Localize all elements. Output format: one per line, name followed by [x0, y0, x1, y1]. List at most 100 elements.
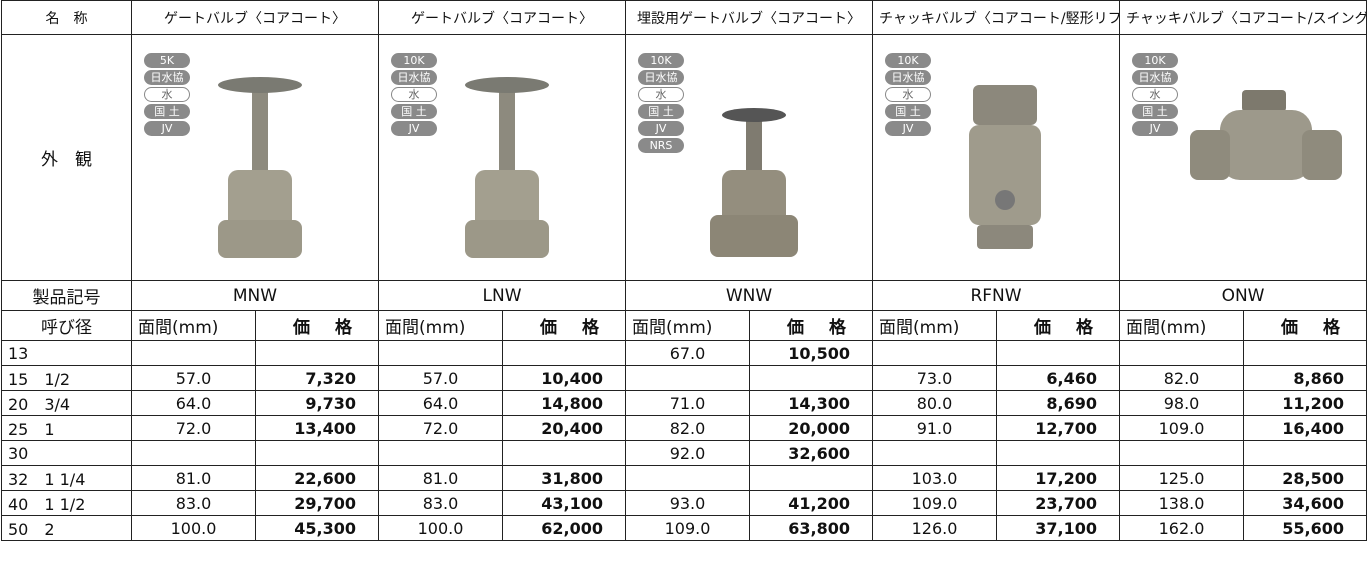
table-body: 名 称ゲートバルブ〈コアコート〉 ゲートバルブ〈コアコート〉 埋設用ゲートバルブ〈コ…: [1, 0, 1368, 541]
face-to-face: 138.0: [1119, 490, 1245, 516]
cert-badge: 日水協: [885, 70, 931, 85]
cert-badge: 水: [391, 87, 437, 102]
product-image-cell: 10K 日水協水国 土 JV: [871, 34, 1121, 281]
face-to-face: 71.0: [625, 390, 750, 416]
face-to-face: 126.0: [872, 515, 997, 541]
price: 9,730: [255, 390, 379, 416]
nominal-size: 40 1 1/2: [1, 490, 132, 516]
price: 13,400: [255, 415, 379, 441]
face-to-face: 91.0: [872, 415, 997, 441]
cert-badge: 水: [885, 87, 931, 102]
price: 28,500: [1243, 465, 1368, 491]
product-code: ONW: [1119, 280, 1368, 311]
face-to-face: 67.0: [625, 340, 750, 366]
cert-badge: 日水協: [638, 70, 684, 85]
price: 7,320: [255, 365, 379, 391]
col-price: 価 格: [255, 310, 379, 341]
row-label: 外 観: [1, 34, 132, 281]
row-label: 呼び径: [1, 310, 132, 341]
face-to-face: 82.0: [625, 415, 750, 441]
empty-cell: [502, 440, 626, 466]
empty-cell: [749, 365, 873, 391]
cert-badge: JV: [144, 121, 190, 136]
row-label: 名 称: [1, 0, 132, 35]
cert-badge: NRS: [638, 138, 684, 153]
col-price: 価 格: [749, 310, 873, 341]
empty-cell: [625, 365, 750, 391]
name-row: 名 称ゲートバルブ〈コアコート〉 ゲートバルブ〈コアコート〉 埋設用ゲートバルブ〈コ…: [1, 0, 1368, 35]
empty-cell: [995, 440, 1121, 466]
price: 41,200: [749, 490, 873, 516]
empty-cell: [378, 440, 503, 466]
product-code: MNW: [131, 280, 379, 311]
valve-photo: [1190, 90, 1343, 180]
product-name: 埋設用ゲートバルブ〈コアコート〉: [625, 0, 873, 35]
empty-cell: [872, 440, 997, 466]
product-name: チャッキバルブ〈コアコート/スイング〉: [1119, 0, 1368, 35]
price: 16,400: [1243, 415, 1368, 441]
data-row: 40 1 1/2 83.0 29,700 83.0 43,100 93.0 41,200 10…: [1, 490, 1368, 516]
face-to-face: 80.0: [872, 390, 997, 416]
empty-cell: [502, 340, 626, 366]
cert-badge: 国 土: [144, 104, 190, 119]
nominal-size: 20 3/4: [1, 390, 132, 416]
col-face: 面間(mm): [872, 310, 997, 341]
price: 45,300: [255, 515, 379, 541]
product-code: RFNW: [871, 280, 1121, 311]
cert-badge: 国 土: [391, 104, 437, 119]
face-to-face: 109.0: [1119, 415, 1245, 441]
empty-cell: [131, 340, 256, 366]
product-name: チャッキバルブ〈コアコート/竪形リフト〉: [871, 0, 1121, 35]
face-to-face: 64.0: [131, 390, 256, 416]
face-to-face: 72.0: [378, 415, 503, 441]
data-row: 20 3/4 64.0 9,730 64.0 14,800 71.0 14,300 80.0 8…: [1, 390, 1368, 416]
price: 22,600: [255, 465, 379, 491]
face-to-face: 162.0: [1119, 515, 1245, 541]
cert-badge: 国 土: [1132, 104, 1179, 119]
price: 63,800: [749, 515, 873, 541]
subheader-row: 呼び径 面間(mm) 価 格面間(mm) 価 格面間(mm) 価 格面間(mm) 価 格面…: [1, 310, 1368, 341]
valve-photo: [218, 77, 302, 258]
badges: 10K 日水協水国 土 JV NRS: [638, 53, 684, 153]
product-code: WNW: [625, 280, 873, 311]
face-to-face: 57.0: [378, 365, 503, 391]
cert-badge: JV: [638, 121, 684, 136]
badges: 5K 日水協水国 土 JV: [144, 53, 190, 136]
nominal-size: 32 1 1/4: [1, 465, 132, 491]
face-to-face: 103.0: [872, 465, 997, 491]
nominal-size: 15 1/2: [1, 365, 132, 391]
face-to-face: 125.0: [1119, 465, 1245, 491]
valve-photo: [710, 108, 798, 257]
cert-badge: JV: [1132, 121, 1179, 136]
col-face: 面間(mm): [625, 310, 750, 341]
badges: 10K 日水協水国 土 JV: [391, 53, 437, 136]
face-to-face: 72.0: [131, 415, 256, 441]
face-to-face: 93.0: [625, 490, 750, 516]
badges: 10K 日水協水国 土 JV: [1132, 53, 1179, 136]
price: 32,600: [749, 440, 873, 466]
face-to-face: 81.0: [378, 465, 503, 491]
price: 20,000: [749, 415, 873, 441]
empty-cell: [1243, 440, 1368, 466]
price: 8,690: [995, 390, 1121, 416]
col-face: 面間(mm): [131, 310, 256, 341]
cert-badge: 水: [144, 87, 190, 102]
empty-cell: [1119, 440, 1245, 466]
data-row: 13 67.0 10,500: [1, 340, 1368, 366]
empty-cell: [1243, 340, 1368, 366]
price: 23,700: [995, 490, 1121, 516]
price: 10,400: [502, 365, 626, 391]
empty-cell: [872, 340, 997, 366]
empty-cell: [749, 465, 873, 491]
nominal-size: 25 1: [1, 415, 132, 441]
face-to-face: 73.0: [872, 365, 997, 391]
face-to-face: 92.0: [625, 440, 750, 466]
price: 17,200: [995, 465, 1121, 491]
product-code: LNW: [378, 280, 626, 311]
cert-badge: 10K: [638, 53, 684, 68]
cert-badge: 水: [638, 87, 684, 102]
price: 43,100: [502, 490, 626, 516]
nominal-size: 50 2: [1, 515, 132, 541]
col-price: 価 格: [1243, 310, 1368, 341]
price: 12,700: [995, 415, 1121, 441]
